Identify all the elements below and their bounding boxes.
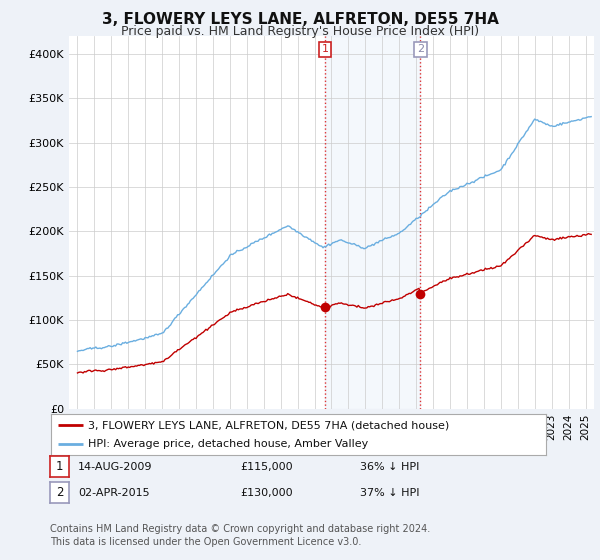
Text: 2: 2 [417, 44, 424, 54]
Text: 3, FLOWERY LEYS LANE, ALFRETON, DE55 7HA (detached house): 3, FLOWERY LEYS LANE, ALFRETON, DE55 7HA… [88, 421, 449, 430]
Text: 3, FLOWERY LEYS LANE, ALFRETON, DE55 7HA: 3, FLOWERY LEYS LANE, ALFRETON, DE55 7HA [101, 12, 499, 27]
Text: 02-APR-2015: 02-APR-2015 [78, 488, 149, 497]
Text: 37% ↓ HPI: 37% ↓ HPI [360, 488, 419, 497]
Text: HPI: Average price, detached house, Amber Valley: HPI: Average price, detached house, Ambe… [88, 439, 368, 449]
Text: 14-AUG-2009: 14-AUG-2009 [78, 462, 152, 472]
Text: Contains HM Land Registry data © Crown copyright and database right 2024.
This d: Contains HM Land Registry data © Crown c… [50, 524, 430, 547]
Text: 36% ↓ HPI: 36% ↓ HPI [360, 462, 419, 472]
Bar [325, 36, 421, 409]
Text: 1: 1 [56, 460, 63, 473]
Text: 1: 1 [322, 44, 329, 54]
Text: Price paid vs. HM Land Registry's House Price Index (HPI): Price paid vs. HM Land Registry's House … [121, 25, 479, 38]
Text: 2: 2 [56, 486, 63, 499]
Text: £115,000: £115,000 [240, 462, 293, 472]
Text: £130,000: £130,000 [240, 488, 293, 497]
